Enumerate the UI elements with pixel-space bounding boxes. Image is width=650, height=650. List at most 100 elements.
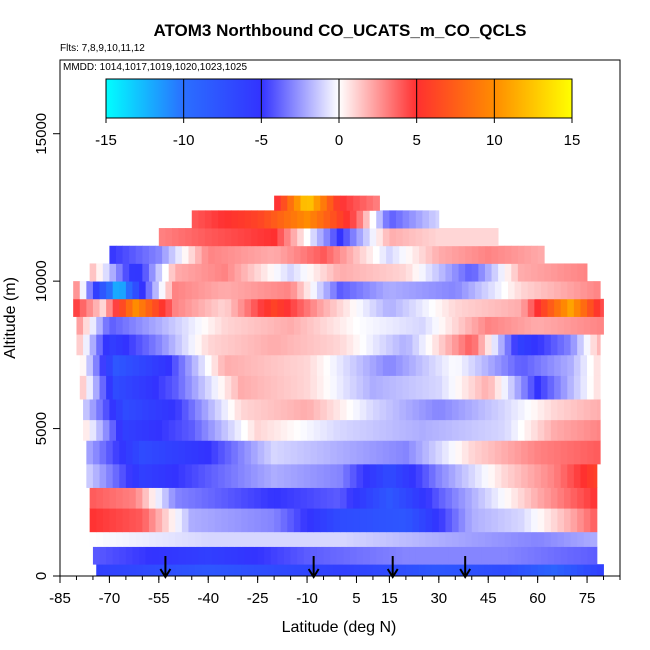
heatmap-cell (425, 487, 433, 509)
heatmap-cell (307, 399, 315, 421)
heatmap-cell (162, 508, 170, 533)
heatmap-cell (122, 419, 130, 441)
heatmap-cell (554, 546, 562, 565)
heatmap-cell (241, 316, 249, 335)
x-tick-label: 45 (480, 590, 497, 607)
heatmap-cell (461, 546, 469, 565)
heatmap-cell (162, 487, 170, 509)
heatmap-cell (234, 419, 242, 441)
heatmap-cell (89, 419, 97, 441)
heatmap-cell (330, 210, 338, 229)
heatmap-cell (481, 354, 489, 376)
heatmap-cell (251, 354, 259, 376)
heatmap-cell (135, 263, 143, 282)
heatmap-cell (478, 399, 486, 421)
heatmap-cell (195, 334, 203, 356)
heatmap-cell (346, 316, 354, 335)
heatmap-cell (465, 508, 473, 533)
heatmap-cell (359, 334, 367, 356)
heatmap-cell (419, 508, 427, 533)
heatmap-cell (165, 298, 173, 317)
heatmap-cell (356, 228, 364, 247)
heatmap-cell (346, 564, 354, 576)
heatmap-cell (432, 508, 440, 533)
heatmap-cell (498, 419, 506, 441)
heatmap-cell (201, 531, 209, 547)
heatmap-cell (264, 354, 272, 376)
heatmap-cell (531, 316, 539, 335)
heatmap-cell (501, 281, 509, 300)
heatmap-cell (109, 564, 117, 576)
heatmap-cell (372, 399, 380, 421)
heatmap-cell (577, 399, 585, 421)
heatmap-cell (517, 263, 525, 282)
heatmap-cell (257, 298, 265, 317)
heatmap-cell (363, 354, 371, 376)
heatmap-cell (346, 263, 354, 282)
heatmap-cell (310, 281, 318, 300)
heatmap-cell (336, 228, 344, 247)
heatmap-cell (428, 440, 436, 465)
heatmap-cell (284, 228, 291, 247)
heatmap-cell (237, 463, 245, 488)
heatmap-cell (534, 281, 542, 300)
heatmap-cell (537, 316, 545, 335)
heatmap-cell (287, 245, 295, 264)
heatmap-cell (379, 508, 387, 533)
heatmap-cell (540, 298, 548, 317)
heatmap-cell (129, 531, 137, 547)
heatmap-cell (372, 564, 380, 576)
heatmap-cell (524, 564, 532, 576)
heatmap-cell (287, 195, 295, 211)
heatmap-cell (481, 463, 489, 488)
heatmap-cell (405, 531, 413, 547)
heatmap-cell (175, 531, 183, 547)
heatmap-cell (484, 508, 492, 533)
heatmap-cell (508, 375, 515, 400)
heatmap-cell (293, 263, 301, 282)
heatmap-cell (228, 487, 235, 509)
heatmap-cell (521, 546, 529, 565)
heatmap-cell (247, 245, 255, 264)
heatmap-cell (198, 228, 206, 247)
heatmap-cell (287, 508, 295, 533)
heatmap-cell (524, 334, 532, 356)
heatmap-cell (564, 419, 571, 441)
heatmap-cell (214, 564, 222, 576)
heatmap-cell (139, 440, 147, 465)
heatmap-cell (405, 263, 413, 282)
heatmap-cell (570, 399, 578, 421)
heatmap-cell (564, 263, 571, 282)
heatmap-cell (185, 546, 193, 565)
heatmap-cell (501, 354, 509, 376)
heatmap-cell (494, 228, 499, 247)
heatmap-cell (132, 440, 140, 465)
colorbar-ticks: -15 -10 -5 0 5 10 15 (95, 79, 580, 149)
heatmap-cell (412, 334, 420, 356)
heatmap-cell (353, 316, 361, 335)
heatmap-cell (567, 375, 575, 400)
heatmap-cell (158, 463, 166, 488)
heatmap-cell (145, 298, 153, 317)
heatmap-cell (218, 546, 226, 565)
heatmap-cell (300, 531, 308, 547)
heatmap-cell (267, 419, 275, 441)
heatmap-cell (224, 440, 232, 465)
heatmap-cell (303, 354, 311, 376)
heatmap-cell (445, 487, 453, 509)
heatmap-cell (168, 334, 176, 356)
heatmap-cell (386, 508, 394, 533)
heatmap-cell (517, 564, 525, 576)
heatmap-cell (204, 210, 212, 229)
heatmap-cell (577, 263, 585, 282)
heatmap-cell (550, 334, 558, 356)
heatmap-cell (307, 334, 315, 356)
heatmap-cell (191, 281, 199, 300)
heatmap-cell (564, 316, 571, 335)
heatmap-cell (195, 263, 203, 282)
heatmap-cell (267, 334, 275, 356)
heatmap-cell (475, 546, 483, 565)
heatmap-cell (471, 419, 479, 441)
heatmap-cell (402, 375, 410, 400)
heatmap-cell (175, 245, 183, 264)
